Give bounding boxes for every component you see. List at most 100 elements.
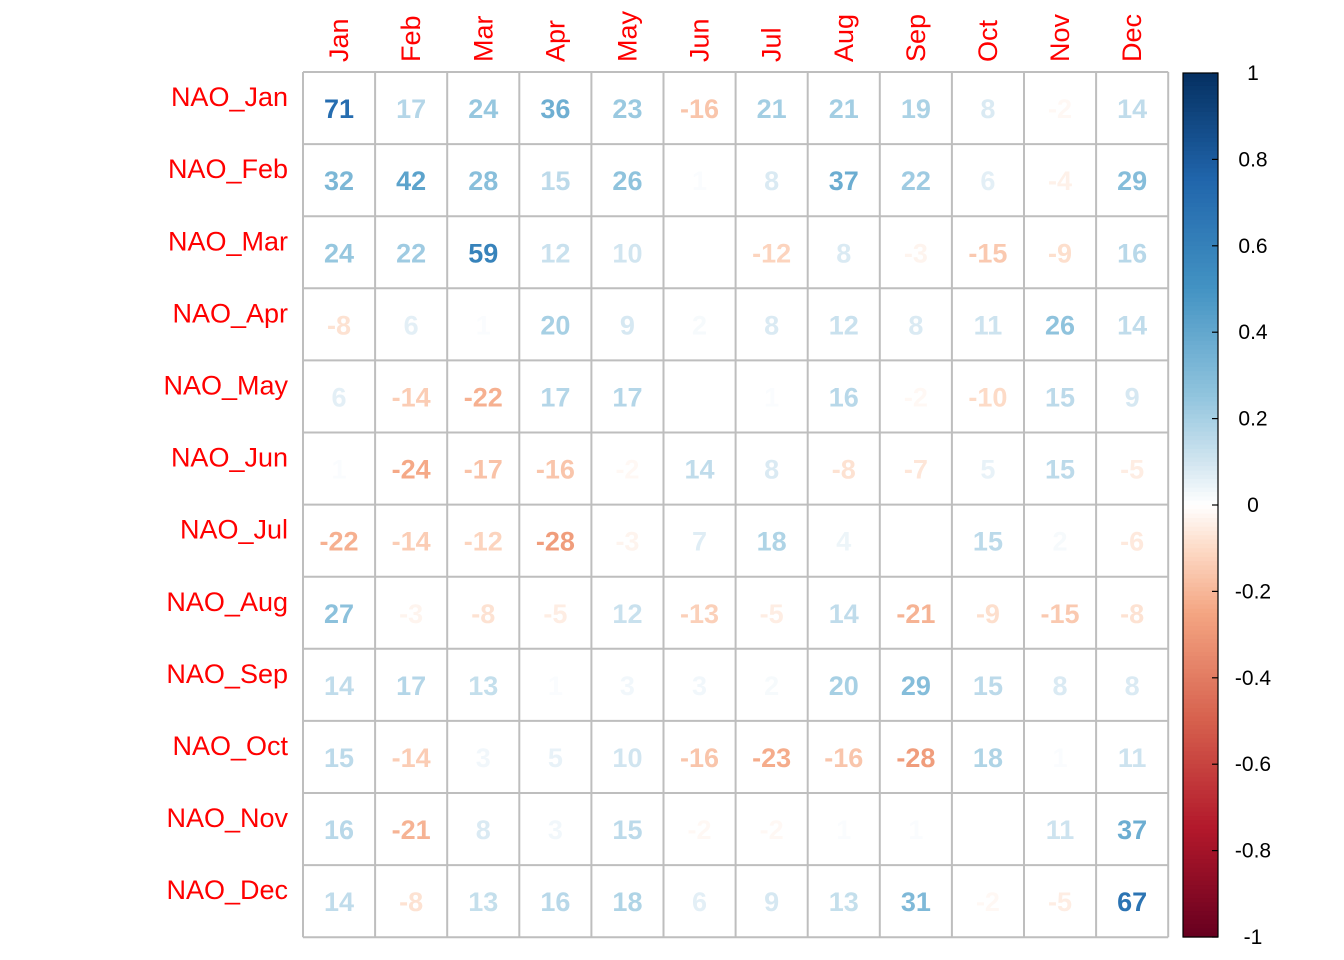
colorbar-segment [1183, 552, 1218, 558]
colorbar-segment [1183, 297, 1218, 303]
colorbar-tick-label: -0.8 [1235, 840, 1271, 863]
cell-value-NAO_Oct-May: 10 [612, 743, 642, 773]
colorbar-segment [1183, 729, 1218, 735]
cell-value-NAO_Apr-Feb: 6 [404, 310, 419, 340]
cell-value-NAO_Aug-Sep: -21 [896, 599, 935, 629]
row-label-NAO_Aug: NAO_Aug [166, 587, 288, 617]
colorbar-segment [1183, 772, 1218, 778]
colorbar-segment [1183, 414, 1218, 420]
colorbar-segment [1183, 397, 1218, 402]
colorbar-segment [1183, 785, 1218, 791]
colorbar-segment [1183, 254, 1218, 260]
cell-value-NAO_Aug-Aug: 14 [829, 599, 859, 629]
cell-value-NAO_Oct-Apr: 5 [548, 743, 563, 773]
cell-value-NAO_Feb-Sep: 22 [901, 166, 931, 196]
colorbar-segment [1183, 509, 1218, 515]
colorbar-segment [1183, 902, 1218, 908]
colorbar-segment [1183, 708, 1218, 713]
colorbar-segment [1183, 448, 1218, 454]
cell-value-NAO_Dec-Oct: -2 [976, 887, 1000, 917]
colorbar-segment [1183, 872, 1218, 878]
colorbar-segment [1183, 245, 1218, 251]
column-label-Dec: Dec [1117, 14, 1147, 62]
colorbar-segment [1183, 332, 1218, 338]
colorbar-segment [1183, 181, 1218, 186]
cell-value-NAO_Apr-Jul: 8 [764, 310, 779, 340]
colorbar-segment [1183, 427, 1218, 433]
colorbar-segment [1183, 215, 1218, 221]
cell-value-NAO_Oct-Jan: 15 [324, 743, 354, 773]
column-label-Jul: Jul [757, 27, 787, 62]
colorbar-segment [1183, 647, 1218, 653]
cell-value-NAO_Oct-Sep: -28 [896, 743, 935, 773]
cell-value-NAO_Nov-Jul: -2 [760, 815, 784, 845]
cell-value-NAO_Sep-Sep: 29 [901, 671, 931, 701]
colorbar-segment [1183, 725, 1218, 731]
colorbar-segment [1183, 107, 1218, 113]
colorbar-segment [1183, 73, 1218, 78]
colorbar-segment [1183, 137, 1218, 143]
cell-value-NAO_May-Oct: -10 [968, 382, 1007, 412]
colorbar-segment [1183, 280, 1218, 286]
cell-value-NAO_Apr-Apr: 20 [540, 310, 570, 340]
cell-value-NAO_Nov-Feb: -21 [392, 815, 431, 845]
colorbar-tick-label: 0 [1247, 494, 1259, 517]
colorbar-segment [1183, 530, 1218, 536]
colorbar-segment [1183, 146, 1218, 152]
cell-value-NAO_Jun-Nov: 15 [1045, 455, 1075, 485]
cell-value-NAO_Nov-Apr: 3 [548, 815, 563, 845]
cell-value-NAO_Mar-Jan: 24 [324, 238, 354, 268]
colorbar-segment [1183, 345, 1218, 351]
cell-value-NAO_Nov-Nov: 11 [1046, 815, 1075, 845]
colorbar-segment [1183, 483, 1218, 489]
cell-value-NAO_Jun-Oct: 5 [980, 455, 995, 485]
cell-value-NAO_Mar-Mar: 59 [468, 238, 498, 268]
colorbar-segment [1183, 539, 1218, 545]
cell-value-NAO_Mar-Nov: -9 [1048, 238, 1072, 268]
colorbar-segment [1183, 461, 1218, 467]
colorbar-segment [1183, 746, 1218, 752]
cell-value-NAO_Jun-Aug: -8 [832, 455, 856, 485]
colorbar-segment [1183, 327, 1218, 333]
cell-value-NAO_Jun-Jul: 8 [764, 455, 779, 485]
cell-value-NAO_Aug-Dec: -8 [1120, 599, 1144, 629]
colorbar-segment [1183, 703, 1218, 709]
cell-value-NAO_Nov-Aug: 1 [836, 815, 851, 845]
colorbar-tick-label: 0.8 [1238, 148, 1267, 171]
colorbar-segment [1183, 656, 1218, 662]
cell-value-NAO_Feb-Feb: 42 [396, 166, 426, 196]
cell-value-NAO_Feb-Nov: -4 [1048, 166, 1072, 196]
row-label-NAO_Jan: NAO_Jan [171, 82, 288, 112]
colorbar-segment [1183, 837, 1218, 843]
row-label-NAO_Mar: NAO_Mar [168, 226, 288, 256]
cell-value-NAO_Sep-Dec: 8 [1125, 671, 1140, 701]
cell-value-NAO_Sep-May: 3 [620, 671, 635, 701]
colorbar-segment [1183, 833, 1218, 839]
colorbar-segment [1183, 276, 1218, 281]
cell-value-NAO_Aug-Feb: -3 [399, 599, 423, 629]
cell-value-NAO_Jan-Dec: 14 [1117, 94, 1147, 124]
colorbar-segment [1183, 405, 1218, 411]
colorbar-segment [1183, 932, 1218, 938]
colorbar-segment [1183, 237, 1218, 243]
cell-value-NAO_Dec-Mar: 13 [468, 887, 498, 917]
colorbar-segment [1183, 591, 1218, 597]
colorbar-segment [1183, 604, 1218, 610]
cell-value-NAO_Apr-Sep: 8 [908, 310, 923, 340]
colorbar-segment [1183, 224, 1218, 230]
colorbar-segment [1183, 301, 1218, 307]
colorbar-segment [1183, 435, 1218, 441]
cell-value-NAO_Nov-May: 15 [612, 815, 642, 845]
colorbar-segment [1183, 211, 1218, 217]
colorbar-segment [1183, 198, 1218, 204]
colorbar-segment [1183, 409, 1218, 415]
cell-value-NAO_Nov-Sep: 1 [908, 815, 923, 845]
colorbar-segment [1183, 712, 1218, 718]
colorbar-segment [1183, 733, 1218, 739]
cell-value-NAO_Jun-Dec: -5 [1120, 455, 1144, 485]
colorbar-tick-label: -0.4 [1235, 667, 1272, 690]
cell-value-NAO_Nov-Oct: 0 [980, 815, 995, 845]
colorbar-segment [1183, 695, 1218, 700]
cell-value-NAO_Feb-Apr: 15 [540, 166, 570, 196]
